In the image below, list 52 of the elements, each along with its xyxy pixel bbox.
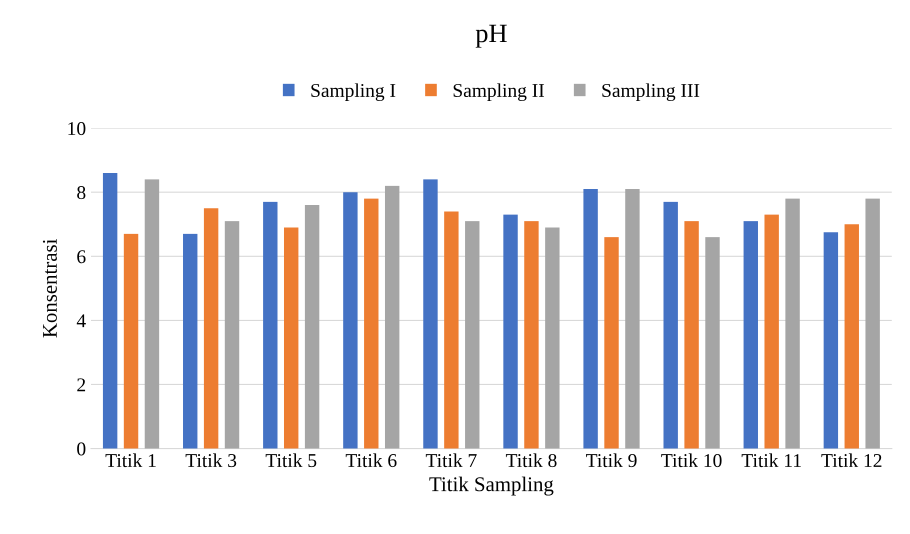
bar bbox=[263, 202, 278, 449]
bar bbox=[824, 232, 838, 449]
bar bbox=[764, 214, 779, 449]
x-tick-label: Titik 9 bbox=[586, 453, 637, 468]
bar bbox=[604, 237, 619, 449]
bar bbox=[102, 173, 118, 449]
y-tick-label: 0 bbox=[77, 442, 86, 456]
x-tick-label: Titik 6 bbox=[346, 453, 397, 468]
x-tick-label: Titik 12 bbox=[821, 453, 882, 468]
bar bbox=[583, 189, 598, 449]
legend-label: Sampling III bbox=[602, 83, 700, 102]
x-axis-title: Titik Sampling bbox=[429, 476, 554, 496]
x-tick-label: Titik 11 bbox=[742, 453, 801, 468]
x-tick-label: Titik 1 bbox=[106, 453, 156, 468]
bar bbox=[444, 211, 459, 449]
y-axis-title: Konsentrasi bbox=[42, 239, 57, 338]
bar bbox=[343, 192, 358, 449]
y-tick-label: 2 bbox=[77, 378, 86, 392]
bar bbox=[705, 237, 720, 449]
bar bbox=[224, 221, 240, 449]
bar bbox=[364, 198, 378, 449]
bar bbox=[744, 221, 758, 449]
bar bbox=[465, 221, 480, 449]
bar bbox=[545, 227, 560, 449]
x-tick-label: Titik 8 bbox=[506, 453, 557, 468]
bar bbox=[423, 179, 438, 449]
y-tick-label: 8 bbox=[77, 186, 86, 200]
bar bbox=[124, 234, 138, 449]
bar bbox=[663, 202, 678, 449]
legend-label: Sampling II bbox=[454, 83, 544, 102]
bar bbox=[503, 214, 518, 449]
bar bbox=[844, 224, 859, 449]
bar bbox=[304, 205, 320, 449]
bar bbox=[144, 179, 160, 449]
y-tick-label: 6 bbox=[77, 250, 86, 264]
x-tick-label: Titik 5 bbox=[266, 453, 316, 468]
x-tick-label: Titik 7 bbox=[426, 453, 477, 468]
y-tick-label: 10 bbox=[68, 122, 86, 136]
bar bbox=[684, 221, 699, 449]
bar bbox=[865, 198, 880, 449]
x-tick-label: Titik 3 bbox=[186, 453, 236, 468]
bar bbox=[785, 198, 800, 449]
bar bbox=[625, 189, 640, 449]
x-tick-label: Titik 10 bbox=[661, 453, 722, 468]
legend-label: Sampling I bbox=[311, 83, 396, 102]
bar bbox=[204, 208, 218, 449]
bar bbox=[524, 221, 539, 449]
bar bbox=[284, 227, 298, 449]
chart-title: pH bbox=[476, 24, 507, 48]
y-tick-label: 4 bbox=[76, 314, 86, 328]
bar bbox=[384, 186, 400, 449]
bar bbox=[183, 234, 198, 449]
